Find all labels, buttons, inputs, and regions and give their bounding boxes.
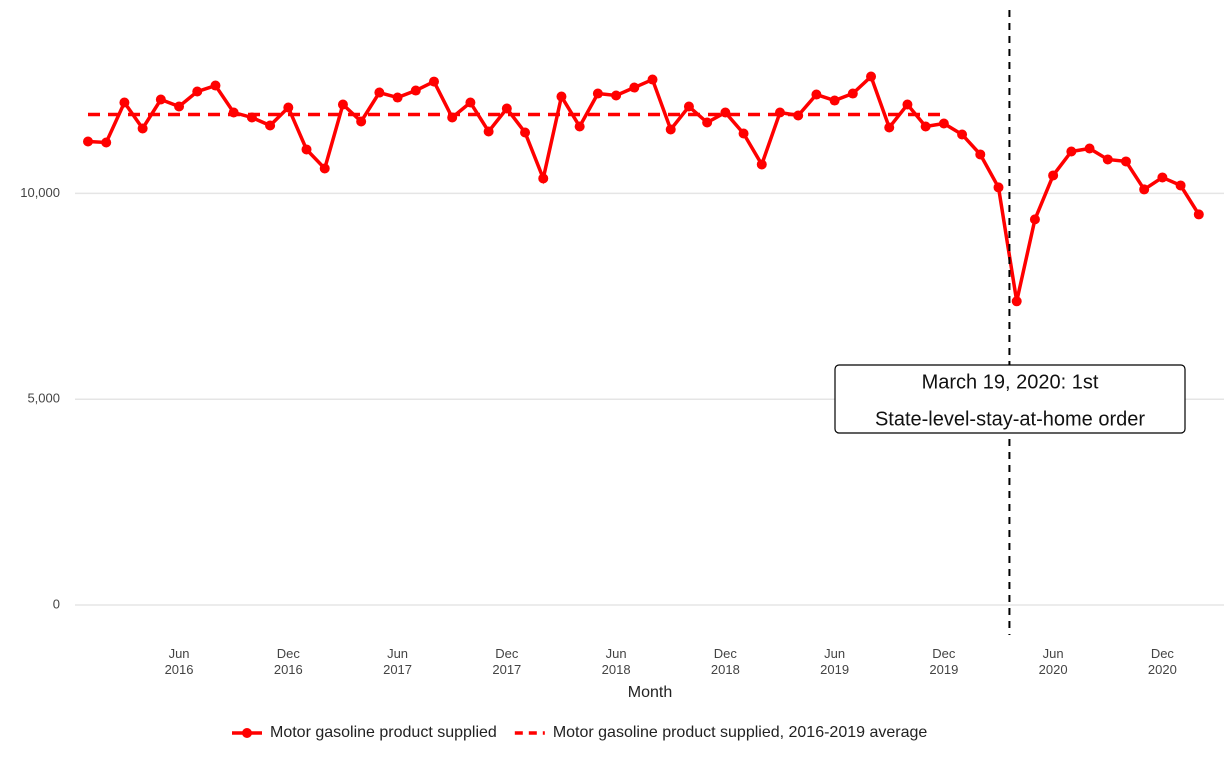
data-point bbox=[520, 127, 531, 138]
data-point bbox=[1011, 296, 1022, 307]
data-point bbox=[720, 107, 731, 118]
data-point bbox=[1175, 180, 1186, 191]
data-point bbox=[847, 88, 858, 99]
data-point bbox=[1120, 156, 1131, 167]
data-point bbox=[975, 149, 986, 160]
data-point bbox=[993, 182, 1004, 193]
data-point bbox=[155, 94, 166, 105]
x-tick-label: Jun 2020 bbox=[1039, 646, 1068, 677]
data-point bbox=[174, 101, 185, 112]
data-point bbox=[101, 137, 112, 148]
annotation-text: State-level-stay-at-home order bbox=[875, 408, 1145, 430]
y-tick-label: 0 bbox=[53, 596, 60, 611]
data-point bbox=[465, 97, 476, 108]
x-tick-label: Dec 2020 bbox=[1148, 646, 1177, 677]
legend-marker bbox=[242, 728, 252, 738]
x-tick-label: Jun 2016 bbox=[165, 646, 194, 677]
x-tick-label: Jun 2018 bbox=[602, 646, 631, 677]
x-tick-label: Dec 2016 bbox=[274, 646, 303, 677]
data-point bbox=[665, 124, 676, 135]
data-point bbox=[265, 120, 276, 131]
x-tick-label: Dec 2019 bbox=[929, 646, 958, 677]
data-point bbox=[337, 99, 348, 110]
data-point bbox=[683, 101, 694, 112]
legend-item: Motor gasoline product supplied, 2016-20… bbox=[514, 724, 928, 741]
data-point bbox=[483, 126, 494, 137]
data-point bbox=[1139, 184, 1150, 195]
data-point bbox=[319, 163, 330, 174]
data-point bbox=[501, 103, 512, 114]
data-point bbox=[756, 159, 767, 170]
data-point bbox=[738, 128, 749, 139]
data-point bbox=[920, 121, 931, 132]
annotation-text: March 19, 2020: 1st bbox=[922, 371, 1099, 393]
y-tick-label: 10,000 bbox=[20, 185, 60, 200]
annotation-box bbox=[834, 364, 1186, 434]
data-point bbox=[410, 85, 421, 96]
y-tick-label: 5,000 bbox=[27, 391, 60, 406]
data-point bbox=[556, 91, 567, 102]
data-point bbox=[301, 144, 312, 155]
data-point bbox=[137, 123, 148, 134]
data-point bbox=[1102, 154, 1113, 165]
data-point bbox=[611, 90, 622, 101]
data-point bbox=[1029, 214, 1040, 225]
data-point bbox=[574, 121, 585, 132]
data-point bbox=[811, 89, 822, 100]
data-point bbox=[192, 86, 203, 97]
data-point bbox=[356, 116, 367, 127]
data-point bbox=[83, 136, 93, 147]
data-point bbox=[902, 99, 913, 110]
x-tick-label: Jun 2019 bbox=[820, 646, 849, 677]
data-point bbox=[428, 76, 439, 87]
data-point bbox=[702, 117, 713, 128]
legend-label: Motor gasoline product supplied bbox=[270, 724, 497, 741]
data-point bbox=[647, 74, 658, 85]
data-point bbox=[283, 102, 294, 113]
data-point bbox=[1193, 209, 1204, 220]
x-axis-title: Month bbox=[628, 684, 672, 701]
data-point bbox=[957, 129, 968, 140]
data-point bbox=[538, 173, 549, 184]
data-point bbox=[866, 71, 877, 82]
data-point bbox=[829, 95, 840, 106]
x-tick-label: Dec 2018 bbox=[711, 646, 740, 677]
data-point bbox=[210, 80, 221, 91]
data-point bbox=[374, 87, 385, 98]
data-point bbox=[629, 82, 640, 93]
data-point bbox=[884, 122, 895, 133]
data-point bbox=[119, 97, 130, 108]
legend-label: Motor gasoline product supplied, 2016-20… bbox=[553, 724, 928, 741]
x-tick-label: Jun 2017 bbox=[383, 646, 412, 677]
data-point bbox=[392, 92, 403, 103]
data-point bbox=[938, 118, 949, 129]
x-tick-label: Dec 2017 bbox=[492, 646, 521, 677]
data-point bbox=[1157, 172, 1168, 183]
data-point bbox=[592, 88, 603, 99]
data-point bbox=[1084, 143, 1095, 154]
series-line bbox=[87, 73, 1201, 302]
legend-item: Motor gasoline product supplied bbox=[232, 724, 497, 741]
data-point bbox=[1066, 146, 1077, 157]
data-point bbox=[1048, 170, 1059, 181]
